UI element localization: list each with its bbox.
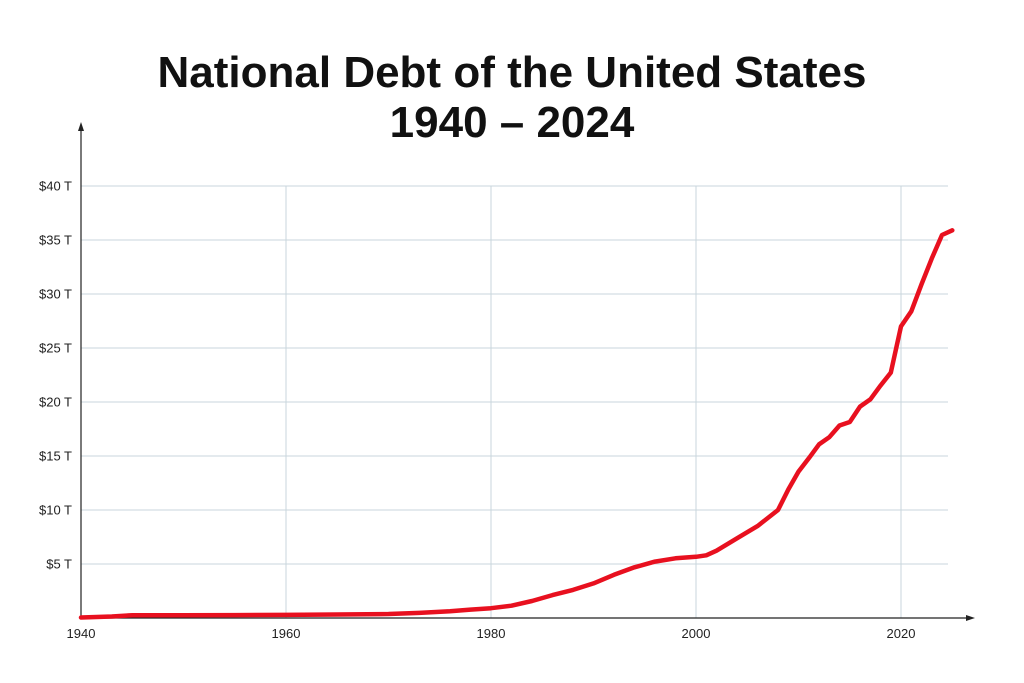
axes: [78, 122, 975, 621]
y-tick-label: $40 T: [39, 179, 72, 194]
y-tick-label: $25 T: [39, 341, 72, 356]
x-tick-label: 1940: [67, 626, 96, 641]
chart-title-line1: National Debt of the United States: [157, 48, 867, 97]
y-tick-label: $35 T: [39, 233, 72, 248]
x-tick-label: 1960: [272, 626, 301, 641]
grid-lines: [81, 185, 948, 618]
tick-labels: $5 T $10 T $15 T $20 T $25 T $30 T $35 T $40 T 1…: [39, 179, 915, 642]
y-tick-label: $5 T: [46, 557, 72, 572]
x-tick-label: 2020: [887, 626, 916, 641]
x-tick-label: 2000: [682, 626, 711, 641]
y-axis-arrow: [78, 122, 84, 131]
debt-series-line: [78, 228, 955, 620]
y-tick-label: $15 T: [39, 449, 72, 464]
y-tick-label: $10 T: [39, 503, 72, 518]
x-axis-arrow: [966, 615, 975, 621]
x-tick-label: 1980: [477, 626, 506, 641]
y-tick-label: $20 T: [39, 395, 72, 410]
y-tick-label: $30 T: [39, 287, 72, 302]
chart-title-line2: 1940 – 2024: [389, 98, 635, 147]
